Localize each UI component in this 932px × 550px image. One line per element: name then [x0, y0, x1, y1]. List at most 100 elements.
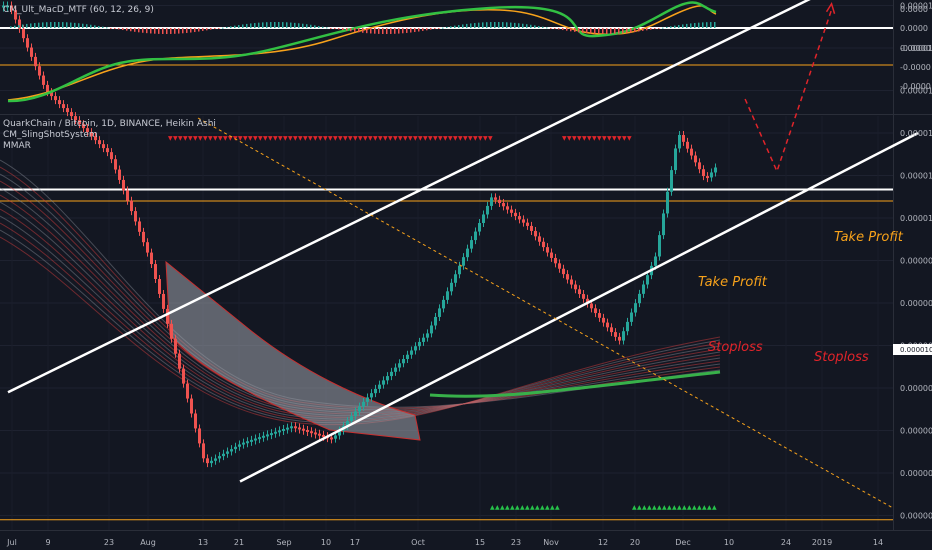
macd-histogram-bar [298, 23, 300, 28]
candle-body [62, 104, 65, 109]
sell-signal-marker: ▼ [208, 135, 213, 142]
sell-signal-marker: ▼ [572, 135, 577, 142]
channel-upper-line[interactable] [7, 0, 918, 394]
macd-histogram-bar [170, 28, 172, 34]
macd-histogram-bar [290, 22, 292, 28]
sell-signal-marker: ▼ [418, 135, 423, 142]
sell-signal-marker: ▼ [308, 135, 313, 142]
buy-signal-marker: ▲ [550, 504, 555, 511]
macd-histogram-bar [154, 28, 156, 34]
candle-body [222, 453, 225, 457]
macd-histogram-bar [182, 28, 184, 34]
price-axis[interactable]: 0.000021000.000020000.000019000.00001800… [900, 0, 932, 521]
macd-histogram-bar [218, 28, 220, 29]
macd-histogram-bar [490, 22, 492, 28]
mmar-ribbon-line [0, 222, 721, 422]
candle-body [74, 116, 77, 121]
buy-signal-marker: ▲ [637, 504, 642, 511]
macd-histogram-bar [426, 28, 428, 31]
buy-signal-marker: ▲ [545, 504, 550, 511]
macd-histogram-bar [66, 22, 68, 28]
sell-signal-marker: ▼ [223, 135, 228, 142]
macd-histogram-bar [614, 28, 616, 34]
macd-histogram-bar [442, 27, 444, 29]
time-tick-label: Aug [140, 538, 156, 547]
candle-body [330, 437, 333, 440]
macd-histogram-bar [402, 28, 404, 34]
macd-histogram-bar [454, 25, 456, 28]
time-axis[interactable]: Jul 9 23 Aug 13 21 Sep 10 17 Oct 15 23 Nov 12 20 Dec 10 2… [6, 538, 883, 547]
macd-histogram-bar [242, 24, 244, 28]
macd-histogram-bar [374, 28, 376, 34]
candle-body [170, 323, 173, 339]
macd-histogram-bar [326, 27, 328, 29]
time-tick-label: 21 [234, 538, 244, 547]
channel-lower-line[interactable] [239, 131, 919, 483]
macd-histogram-bar [198, 28, 200, 32]
sell-signal-marker: ▼ [602, 135, 607, 142]
sell-signal-marker: ▼ [168, 135, 173, 142]
macd-histogram-bar [282, 22, 284, 28]
candle-body [314, 432, 317, 435]
macd-histogram-bar [22, 24, 24, 28]
sell-signal-marker: ▼ [428, 135, 433, 142]
candle-body [550, 252, 553, 258]
candle-body [682, 134, 685, 142]
macd-histogram-bar [414, 28, 416, 33]
sell-signal-marker: ▼ [453, 135, 458, 142]
candle-body [306, 429, 309, 432]
time-tick-label: 14 [873, 538, 883, 547]
sell-signal-marker: ▼ [238, 135, 243, 142]
candle-body [426, 333, 429, 338]
macd-histogram-bar [314, 25, 316, 28]
candle-body [54, 96, 57, 101]
macd-histogram-bar [606, 28, 608, 34]
candle-body [6, 5, 9, 8]
macd-histogram-bar [358, 28, 360, 33]
sell-signal-marker: ▼ [313, 135, 318, 142]
macd-histogram-bar [538, 26, 540, 28]
macd-histogram-bar [310, 24, 312, 28]
candle-body [534, 230, 537, 237]
sell-signal-marker: ▼ [463, 135, 468, 142]
mmar-ribbon-line [0, 236, 721, 426]
candle-body [490, 197, 493, 206]
macd-histogram-bar [610, 28, 612, 34]
buy-signal-marker: ▲ [657, 504, 662, 511]
macd-histogram-bar [230, 26, 232, 28]
candle-body [582, 294, 585, 299]
candle-body [598, 313, 601, 318]
sell-signal-marker: ▼ [388, 135, 393, 142]
candle-body [370, 393, 373, 398]
sell-signal-marker: ▼ [433, 135, 438, 142]
projection-path[interactable] [744, 9, 833, 174]
candle-body [22, 28, 25, 39]
buy-signal-marker: ▲ [525, 504, 530, 511]
candle-body [502, 203, 505, 207]
macd-histogram-bar [670, 26, 672, 28]
candle-body [518, 216, 521, 220]
macd-histogram-bar [302, 23, 304, 28]
macd-line [7, 1, 717, 103]
candle-body [430, 325, 433, 334]
macd-tick-label: -0.0000 [900, 82, 931, 91]
mmar-ribbon-line [0, 229, 721, 424]
macd-axis[interactable]: 0.0000 0.0000 -0.0000 -0.0000 -0.0000 [900, 5, 931, 91]
candle-body [510, 209, 513, 213]
time-tick-label: 10 [321, 538, 331, 547]
candle-body [410, 350, 413, 355]
buy-signal-marker: ▲ [632, 504, 637, 511]
sell-signal-marker: ▼ [622, 135, 627, 142]
candle-body [522, 219, 525, 223]
downtrend-dotted-line[interactable] [197, 117, 894, 509]
macd-histogram-bar [698, 22, 700, 28]
macd-histogram-bar [142, 28, 144, 33]
stoploss-annotation-left: Stoploss [708, 340, 763, 355]
buy-signal-marker: ▲ [667, 504, 672, 511]
macd-indicator-label: CM_Ult_MacD_MTF (60, 12, 26, 9) [3, 5, 154, 15]
macd-histogram-bar [658, 28, 660, 29]
macd-histogram-bar [662, 27, 664, 29]
candle-body [298, 427, 301, 430]
macd-histogram-bar [446, 26, 448, 28]
